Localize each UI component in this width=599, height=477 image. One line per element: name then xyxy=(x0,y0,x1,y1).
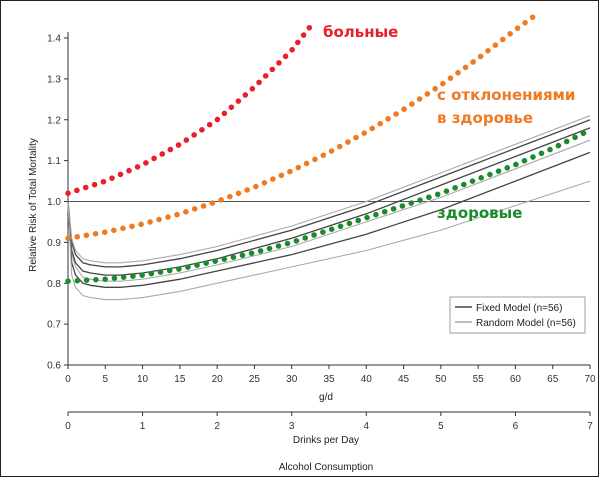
x-tick-label: 35 xyxy=(323,374,335,385)
y-tick-label: 1.2 xyxy=(47,115,61,126)
y-tick-label: 0.9 xyxy=(47,238,61,249)
x-axis-label-main: Alcohol Consumption xyxy=(279,462,374,473)
x-tick-label: 30 xyxy=(286,374,298,385)
y-tick-label: 1.4 xyxy=(47,34,61,45)
x2-tick-label: 7 xyxy=(587,421,593,432)
x2-tick-label: 1 xyxy=(140,421,146,432)
dotted-series-1 xyxy=(65,10,541,242)
x-tick-label: 60 xyxy=(510,374,522,385)
x2-tick-label: 6 xyxy=(513,421,519,432)
series-line-random xyxy=(67,180,591,301)
annotation-sick: больные xyxy=(323,23,398,41)
x-tick-label: 50 xyxy=(435,374,447,385)
x-tick-label: 40 xyxy=(361,374,373,385)
x-tick-label: 5 xyxy=(103,374,109,385)
annotation-deviations-line2: в здоровье xyxy=(437,109,533,127)
x-tick-label: 55 xyxy=(473,374,485,385)
x-axis-label-drinks: Drinks per Day xyxy=(293,435,359,446)
y-tick-label: 0.6 xyxy=(47,361,61,372)
series-line-fixed xyxy=(67,151,591,288)
x-tick-label: 25 xyxy=(249,374,261,385)
x-tick-label: 20 xyxy=(212,374,224,385)
x-tick-label: 45 xyxy=(398,374,410,385)
x2-tick-label: 4 xyxy=(364,421,370,432)
x2-tick-label: 5 xyxy=(438,421,444,432)
x2-tick-label: 2 xyxy=(214,421,220,432)
legend-box xyxy=(449,296,586,334)
x-tick-label: 70 xyxy=(584,374,596,385)
series-line-random xyxy=(67,139,591,282)
x-tick-label: 65 xyxy=(547,374,559,385)
annotation-healthy: здоровые xyxy=(437,204,522,222)
annotation-deviations-line1: с отклонениями xyxy=(437,86,575,104)
y-tick-label: 1.1 xyxy=(47,156,61,167)
legend-random-label: Random Model (n=56) xyxy=(476,318,576,329)
x-axis-label-gd: g/d xyxy=(319,392,333,403)
legend: Fixed Model (n=56) Random Model (n=56) xyxy=(449,296,586,334)
x2-tick-label: 0 xyxy=(65,421,71,432)
y-tick-label: 1.0 xyxy=(47,197,61,208)
dotted-series-0 xyxy=(65,18,317,197)
y-tick-label: 1.3 xyxy=(47,74,61,85)
series-line-fixed xyxy=(67,119,591,268)
x-tick-label: 0 xyxy=(65,374,71,385)
y-axis-label: Relative Risk of Total Mortality xyxy=(28,138,39,272)
x-tick-label: 15 xyxy=(174,374,186,385)
series-line-random xyxy=(67,115,591,264)
y-tick-label: 0.7 xyxy=(47,320,61,331)
x2-tick-label: 3 xyxy=(289,421,295,432)
y-tick-label: 0.8 xyxy=(47,279,61,290)
x-tick-label: 10 xyxy=(137,374,149,385)
legend-fixed-label: Fixed Model (n=56) xyxy=(476,303,562,314)
